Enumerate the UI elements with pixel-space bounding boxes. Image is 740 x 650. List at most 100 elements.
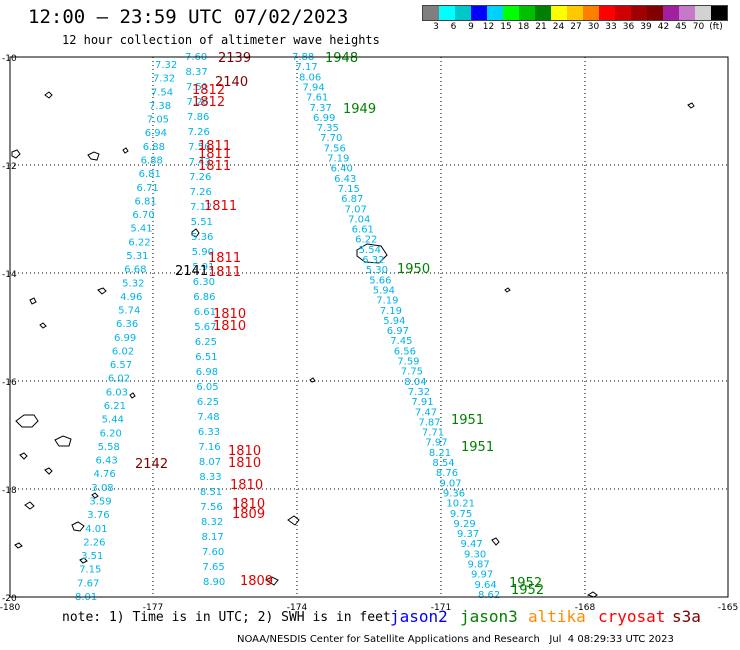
satellite-legend-item: jason3 <box>460 607 518 626</box>
wave-height-label: 8.04 <box>404 377 426 388</box>
time-label: 1811 <box>208 265 241 280</box>
wave-height-label: 7.56 <box>200 502 222 513</box>
wave-height-label: 7.12 <box>190 202 212 213</box>
wave-height-label: 7.26 <box>189 172 211 183</box>
wave-height-label: 4.01 <box>85 524 107 535</box>
wave-height-label: 6.36 <box>116 319 138 330</box>
legend-tick: 42 <box>657 22 670 32</box>
wave-height-label: 6.61 <box>352 225 374 236</box>
wave-height-label: 10.21 <box>446 499 475 510</box>
axis-labels: -10 -12 -14 -16 -18 -20-180 -177 -174 -171 -168 -1… <box>0 54 738 613</box>
island-outline <box>15 414 39 428</box>
y-axis-label: -12 <box>2 162 17 172</box>
time-label: 1812 <box>192 83 225 98</box>
wave-height-label: 6.56 <box>394 346 416 357</box>
wave-height-label: 6.05 <box>196 382 218 393</box>
time-labels: 2139214021412142181218121811181118111811… <box>135 51 544 598</box>
y-axis-label: -18 <box>2 486 17 496</box>
time-label: 2139 <box>218 51 251 66</box>
wave-height-label: 5.67 <box>194 322 216 333</box>
wave-height-label: 7.07 <box>345 204 367 215</box>
wave-height-label: 6.88 <box>143 142 165 153</box>
wave-height-label: 5.32 <box>122 278 144 289</box>
time-label: 1948 <box>325 51 358 66</box>
legend-swatch <box>455 6 471 20</box>
wave-height-label: 5.74 <box>118 306 140 317</box>
legend-swatch <box>551 6 567 20</box>
wave-height-label: 9.64 <box>474 580 496 591</box>
wave-height-label: 7.43 <box>189 157 211 168</box>
wave-height-label: 5.36 <box>191 232 213 243</box>
island-outline <box>122 147 129 154</box>
island-outline <box>97 287 107 295</box>
wave-height-label: 7.16 <box>198 442 220 453</box>
legend-swatch <box>471 6 487 20</box>
wave-height-label: 7.32 <box>153 74 175 85</box>
wave-height-label: 7.87 <box>418 417 440 428</box>
time-label: 1810 <box>228 456 261 471</box>
time-label: 1810 <box>230 478 263 493</box>
wave-height-label: 7.38 <box>149 101 171 112</box>
wave-height-label: 7.26 <box>190 187 212 198</box>
wave-height-label: 7.67 <box>77 578 99 589</box>
wave-height-label: 2.26 <box>83 537 105 548</box>
wave-height-label: 7.04 <box>348 214 370 225</box>
island-outline <box>54 435 72 447</box>
wave-height-label: 8.51 <box>200 487 222 498</box>
wave-height-label: 9.87 <box>467 560 489 571</box>
island-outline <box>309 377 316 383</box>
legend-tick: 36 <box>622 22 635 32</box>
wave-height-label: 7.61 <box>306 93 328 104</box>
wave-height-label: 7.97 <box>425 438 447 449</box>
island-outline <box>44 91 53 99</box>
time-label: 1810 <box>232 497 265 512</box>
island-outline <box>87 151 100 161</box>
wave-height-label: 5.54 <box>359 245 381 256</box>
wave-height-label: 5.44 <box>102 415 124 426</box>
wave-height-label: 7.17 <box>296 62 318 73</box>
legend-tick: (ft) <box>709 22 723 32</box>
wave-height-label: 8.76 <box>436 468 458 479</box>
satellite-legend-item: altika <box>528 607 586 626</box>
wave-height-label: 5.94 <box>383 316 405 327</box>
legend-tick: 39 <box>640 22 652 32</box>
wave-height-label: 6.88 <box>141 155 163 166</box>
wave-height-label: 3.51 <box>81 551 103 562</box>
wave-height-label: 6.22 <box>128 237 150 248</box>
wave-height-label: 6.43 <box>334 174 356 185</box>
time-label: 1952 <box>511 583 544 598</box>
wave-height-label: 6.21 <box>104 401 126 412</box>
wave-height-label: 8.37 <box>186 67 208 78</box>
wave-height-label: 6.03 <box>106 387 128 398</box>
wave-height-label: 7.19 <box>376 296 398 307</box>
wave-height-label: 7.56 <box>324 143 346 154</box>
wave-height-label: 4.96 <box>120 292 142 303</box>
wave-height-label: 6.81 <box>134 196 156 207</box>
wave-height-label: 8.32 <box>201 517 223 528</box>
time-label: 1811 <box>198 147 231 162</box>
legend-swatch <box>583 6 599 20</box>
wave-height-label: 5.58 <box>98 442 120 453</box>
wave-height-label: 6.68 <box>124 265 146 276</box>
time-label: 2141 <box>175 264 208 279</box>
wave-height-label: 8.07 <box>199 457 221 468</box>
legend-swatch <box>631 6 647 20</box>
time-label: 1811 <box>198 159 231 174</box>
time-label: 1952 <box>509 576 542 591</box>
wave-height-label: 6.86 <box>193 292 215 303</box>
wave-height-label: 6.98 <box>196 367 218 378</box>
legend-swatch <box>503 6 519 20</box>
island-outline <box>79 557 88 564</box>
island-outline <box>586 591 598 598</box>
legend-tick: 27 <box>570 22 582 32</box>
wave-height-label: 7.91 <box>411 397 433 408</box>
legend-swatch <box>599 6 615 20</box>
wave-height-label: 7.56 <box>188 142 210 153</box>
island-outline <box>24 501 35 510</box>
wave-height-label: 7.32 <box>408 387 430 398</box>
x-axis-label: -177 <box>143 603 163 613</box>
time-label: 2142 <box>135 457 168 472</box>
island-outline <box>14 542 23 549</box>
